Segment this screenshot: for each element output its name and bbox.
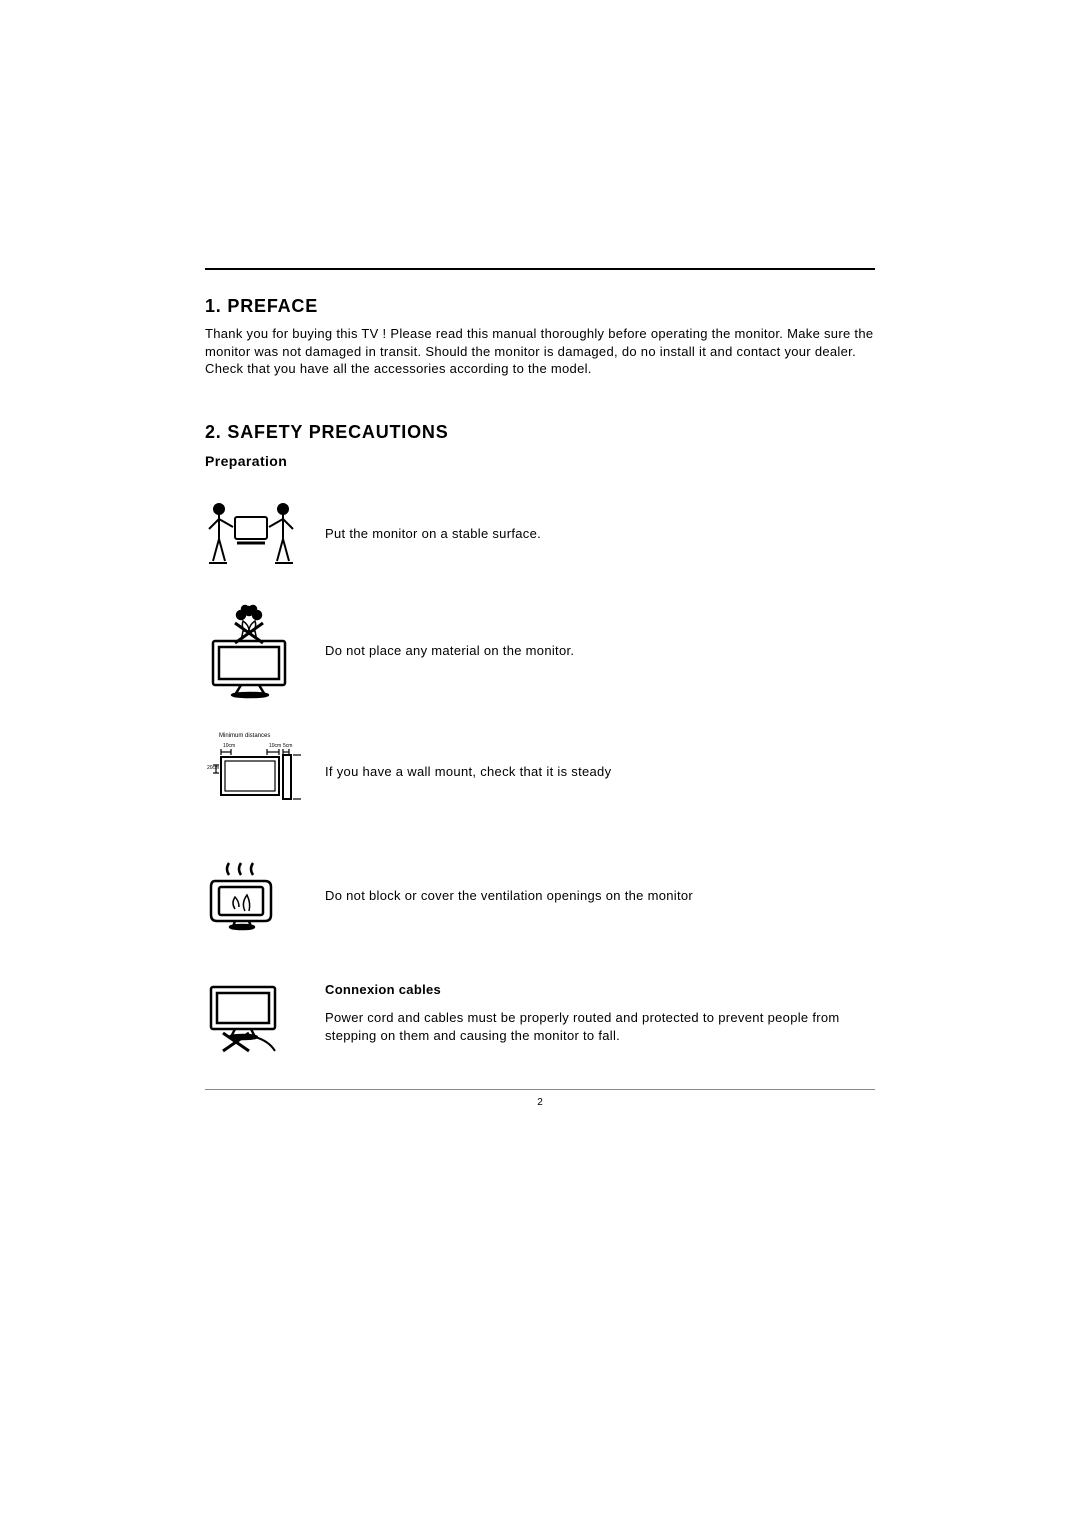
svg-text:10cm: 10cm [269,743,281,749]
safety-item-row: Put the monitor on a stable surface. [205,499,875,569]
safety-item-text: Connexion cables Power cord and cables m… [325,981,875,1046]
safety-item-row: Do not place any material on the monitor… [205,603,875,699]
svg-text:5cm: 5cm [283,743,292,749]
top-horizontal-rule [205,268,875,270]
preparation-subheading: Preparation [205,453,875,469]
safety-item-row: Minimum distances 10cm 10cm 5cm [205,733,875,811]
safety-item-text: If you have a wall mount, check that it … [325,763,611,781]
safety-item-text: Put the monitor on a stable surface. [325,525,541,543]
svg-text:20cm: 20cm [207,765,219,771]
vase-on-monitor-icon [205,603,325,699]
preface-heading: 1. PREFACE [205,296,875,317]
safety-item-text: Do not block or cover the ventilation op… [325,887,693,905]
connexion-cables-subheading: Connexion cables [325,981,875,999]
preface-body: Thank you for buying this TV ! Please re… [205,325,875,378]
carry-monitor-icon [205,499,325,569]
connexion-cables-body: Power cord and cables must be properly r… [325,1010,840,1043]
safety-item-text: Do not place any material on the monitor… [325,642,574,660]
min-distances-label: Minimum distances [219,733,270,739]
wall-mount-distances-icon: Minimum distances 10cm 10cm 5cm [205,733,325,811]
safety-heading: 2. SAFETY PRECAUTIONS [205,422,875,443]
ventilation-icon [205,861,325,931]
manual-page: 1. PREFACE Thank you for buying this TV … [0,0,1080,1190]
cable-trip-icon [205,981,325,1055]
footer-horizontal-rule: 2 [205,1089,875,1110]
safety-item-row: Do not block or cover the ventilation op… [205,861,875,931]
page-number: 2 [537,1097,543,1108]
svg-text:10cm: 10cm [223,743,235,749]
safety-item-row: Connexion cables Power cord and cables m… [205,981,875,1055]
